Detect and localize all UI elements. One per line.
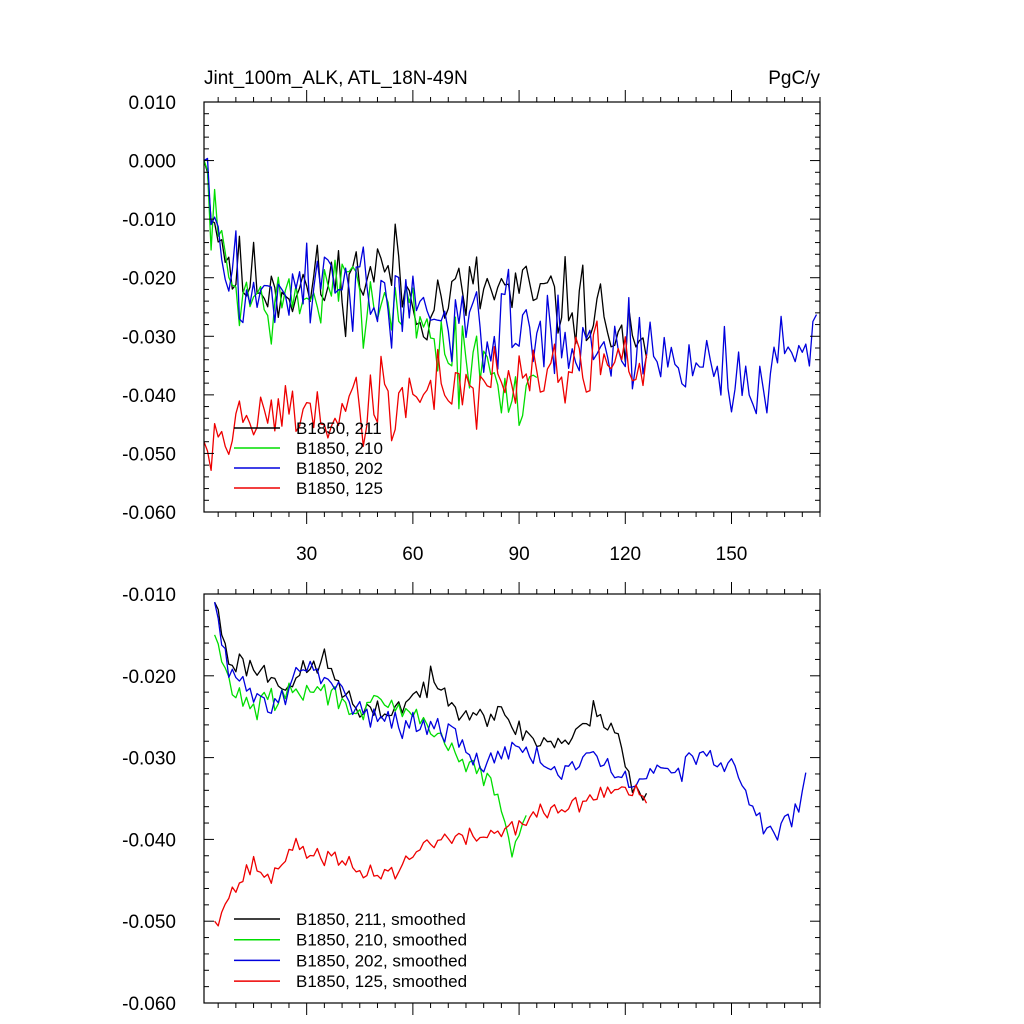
- bottom-plot-frame: [203, 593, 821, 1004]
- bottom-y-tick-label: -0.020: [122, 667, 176, 688]
- top-series-line-2: [203, 157, 818, 415]
- bottom-series-line-2: [213, 602, 807, 841]
- units-label: PgC/y: [768, 68, 820, 89]
- bottom-legend-label-1: B1850, 210, smoothed: [296, 931, 467, 950]
- top-y-tick-label: -0.020: [122, 269, 176, 290]
- top-x-tick-label: 150: [716, 544, 748, 565]
- top-y-tick-label: -0.050: [122, 444, 176, 465]
- top-y-tick-label: -0.010: [122, 210, 176, 231]
- top-series-line-3: [203, 320, 648, 472]
- top-panel: Jint_100m_ALK, ATL_18N-49N PgC/y 0.0100.…: [122, 68, 821, 565]
- bottom-legend-label-2: B1850, 202, smoothed: [296, 951, 467, 970]
- bottom-legend: B1850, 211, smoothed B1850, 210, smoothed…: [234, 910, 467, 991]
- bottom-panel: -0.010 -0.020 -0.030 -0.040 -0.050 -0.060 B18…: [122, 582, 821, 1015]
- bottom-legend-label-0: B1850, 211, smoothed: [296, 910, 466, 929]
- bottom-series-line-1: [213, 634, 527, 858]
- bottom-y-tick-label: -0.060: [122, 994, 176, 1015]
- bottom-legend-label-3: B1850, 125, smoothed: [296, 972, 467, 991]
- bottom-series-line-0: [214, 601, 648, 801]
- top-legend-label-1: B1850, 210: [296, 439, 383, 458]
- top-y-tick-label: 0.000: [128, 152, 176, 173]
- top-series-line-1: [203, 160, 538, 427]
- top-x-tick-label: 30: [296, 544, 317, 565]
- bottom-series-group: [213, 601, 807, 927]
- top-y-tick-label: -0.040: [122, 386, 176, 407]
- bottom-y-tick-label: -0.050: [122, 912, 176, 933]
- bottom-y-tick-label: -0.030: [122, 749, 176, 770]
- chart-title: Jint_100m_ALK, ATL_18N-49N: [204, 68, 468, 89]
- top-legend-label-2: B1850, 202: [296, 459, 383, 478]
- bottom-axes: -0.010 -0.020 -0.030 -0.040 -0.050 -0.060: [122, 582, 821, 1015]
- top-axes: 0.010 0.000 -0.010 -0.020 -0.030 -0.040 -0.050…: [122, 90, 821, 565]
- top-series-group: [203, 157, 818, 472]
- top-legend-label-3: B1850, 125: [296, 479, 383, 498]
- top-x-tick-label: 90: [509, 544, 530, 565]
- top-x-tick-label: 120: [609, 544, 641, 565]
- bottom-series-line-3: [214, 784, 648, 927]
- top-y-tick-label: -0.060: [122, 503, 176, 524]
- top-y-tick-label: 0.010: [128, 93, 176, 114]
- top-legend-label-0: B1850, 211: [296, 419, 382, 438]
- top-x-tick-label: 60: [402, 544, 423, 565]
- bottom-y-tick-label: -0.040: [122, 830, 176, 851]
- top-series-line-0: [203, 160, 648, 363]
- top-plot-frame: [203, 101, 821, 513]
- bottom-y-tick-label: -0.010: [122, 585, 176, 606]
- top-y-tick-label: -0.030: [122, 327, 176, 348]
